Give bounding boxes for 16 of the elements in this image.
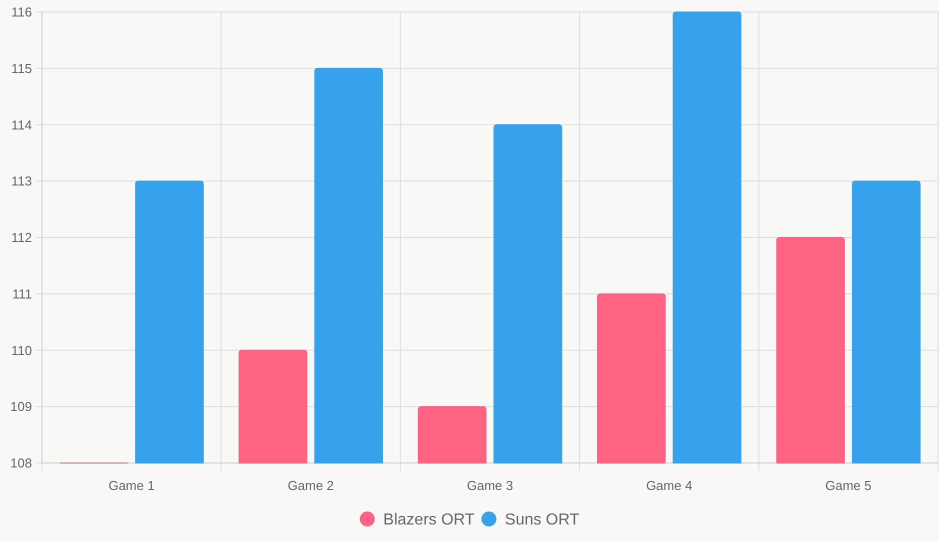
y-tick-label: 114 [11, 117, 32, 132]
y-tick-label: 115 [11, 60, 32, 76]
legend-label: Suns ORT [504, 512, 580, 529]
y-tick-label: 112 [11, 230, 32, 246]
x-tick-label: Game 2 [288, 478, 334, 493]
legend-label: Blazers ORT [383, 512, 475, 529]
y-tick-label: 109 [10, 399, 32, 414]
x-tick-label: Game 3 [466, 478, 514, 493]
x-tick-label: Game 1 [108, 478, 155, 493]
y-tick-label: 113 [11, 174, 32, 189]
y-tick-label: 116 [11, 4, 32, 20]
y-tick-label: 111 [12, 286, 32, 302]
y-tick-label: 108 [10, 456, 32, 471]
x-tick-label: Game 5 [825, 478, 872, 493]
y-tick-label: 110 [11, 342, 32, 358]
x-tick-label: Game 4 [646, 478, 692, 493]
